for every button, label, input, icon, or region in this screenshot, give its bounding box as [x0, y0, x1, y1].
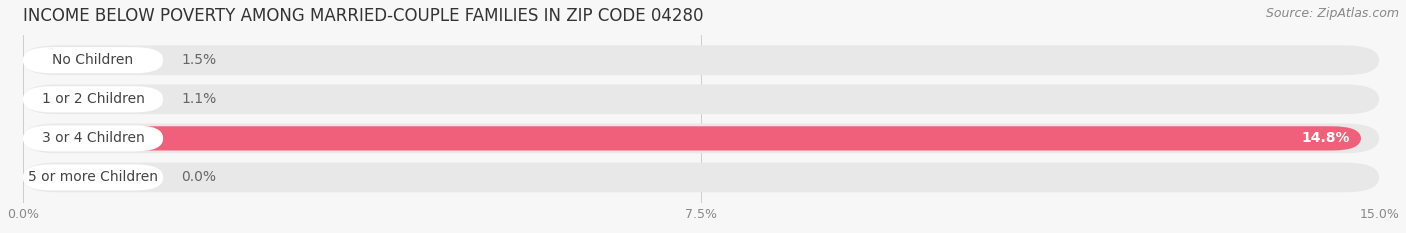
- Text: 5 or more Children: 5 or more Children: [28, 171, 157, 185]
- Text: 0.0%: 0.0%: [181, 171, 217, 185]
- Text: 14.8%: 14.8%: [1302, 131, 1350, 145]
- Text: 1 or 2 Children: 1 or 2 Children: [42, 92, 145, 106]
- FancyBboxPatch shape: [22, 87, 122, 111]
- FancyBboxPatch shape: [22, 84, 1379, 114]
- Text: 1.1%: 1.1%: [181, 92, 217, 106]
- FancyBboxPatch shape: [22, 48, 159, 72]
- FancyBboxPatch shape: [22, 126, 1361, 151]
- Text: No Children: No Children: [52, 53, 134, 67]
- Text: 1.5%: 1.5%: [181, 53, 217, 67]
- FancyBboxPatch shape: [22, 45, 1379, 75]
- FancyBboxPatch shape: [22, 125, 163, 151]
- FancyBboxPatch shape: [22, 164, 163, 191]
- FancyBboxPatch shape: [22, 163, 1379, 192]
- FancyBboxPatch shape: [22, 47, 163, 73]
- FancyBboxPatch shape: [22, 123, 1379, 153]
- FancyBboxPatch shape: [22, 86, 163, 112]
- Text: 3 or 4 Children: 3 or 4 Children: [42, 131, 145, 145]
- Text: INCOME BELOW POVERTY AMONG MARRIED-COUPLE FAMILIES IN ZIP CODE 04280: INCOME BELOW POVERTY AMONG MARRIED-COUPL…: [22, 7, 703, 25]
- Text: Source: ZipAtlas.com: Source: ZipAtlas.com: [1265, 7, 1399, 20]
